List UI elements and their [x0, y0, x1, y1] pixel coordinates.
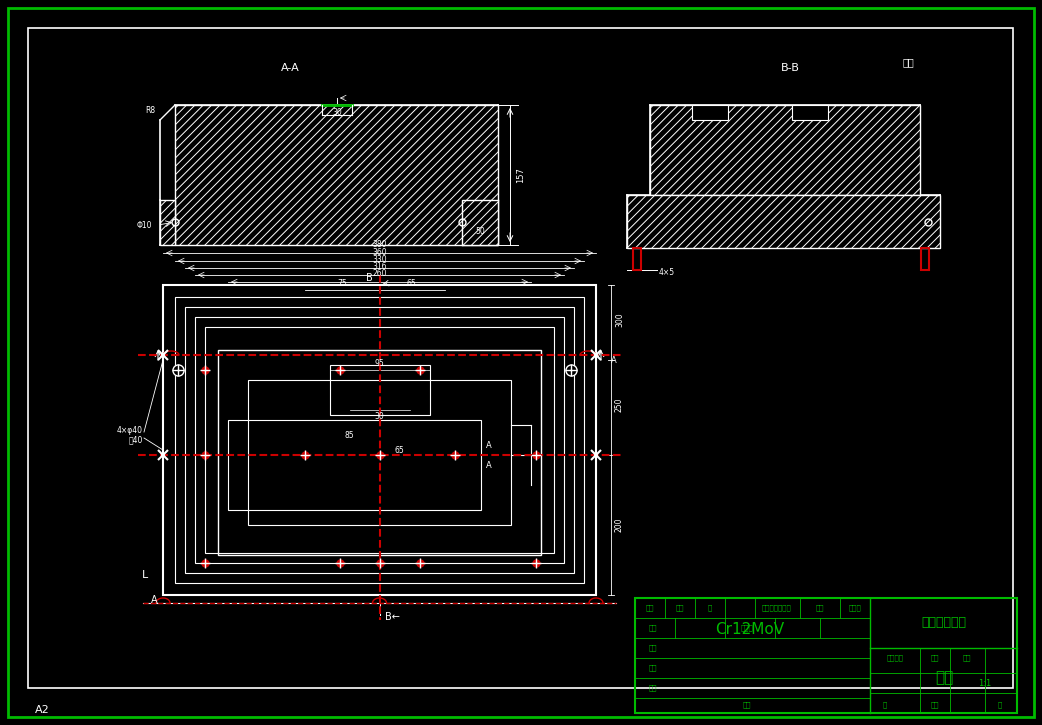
Text: 250: 250 [615, 398, 624, 413]
Text: 深40: 深40 [128, 436, 143, 444]
Text: 4×φ40: 4×φ40 [117, 426, 143, 434]
Bar [163, 285, 596, 595]
Text: 65: 65 [395, 445, 404, 455]
Text: B: B [366, 273, 373, 283]
Text: 75: 75 [338, 279, 347, 288]
Text: 阶段标记: 阶段标记 [887, 655, 903, 661]
Text: 标准化: 标准化 [741, 625, 753, 631]
Text: 4×5: 4×5 [659, 268, 675, 276]
Text: 157: 157 [516, 167, 525, 183]
Text: 设计: 设计 [649, 625, 658, 631]
Text: A: A [486, 441, 492, 450]
Text: 西安工业大学: 西安工业大学 [921, 616, 967, 629]
Text: 330: 330 [372, 255, 387, 264]
Bar [692, 105, 728, 120]
Bar [160, 200, 175, 245]
Bar [175, 105, 498, 245]
Text: 1:1: 1:1 [978, 679, 992, 687]
Bar [228, 420, 481, 510]
Text: 粗糙: 粗糙 [902, 57, 914, 67]
Bar [185, 307, 574, 573]
Text: 95: 95 [375, 359, 384, 368]
Text: 50: 50 [475, 227, 485, 236]
Bar [632, 248, 641, 270]
Text: 316: 316 [372, 262, 387, 271]
Bar [195, 317, 564, 563]
Text: 360: 360 [372, 248, 387, 257]
Text: Φ10: Φ10 [137, 220, 152, 230]
Bar [329, 365, 429, 415]
Text: A: A [611, 355, 617, 365]
Bar [218, 350, 541, 555]
Text: A2: A2 [35, 705, 50, 715]
Text: 共: 共 [883, 702, 887, 708]
Bar [462, 200, 498, 245]
Text: A: A [151, 595, 157, 605]
Text: 分: 分 [708, 605, 712, 611]
Text: B←: B← [384, 612, 399, 622]
Bar [792, 105, 828, 120]
Text: 比例: 比例 [963, 655, 971, 661]
Bar [205, 327, 554, 553]
Text: 30: 30 [332, 107, 342, 117]
Text: 200: 200 [615, 518, 624, 532]
Text: A-A: A-A [280, 63, 299, 73]
Text: 260: 260 [372, 269, 387, 278]
Bar [650, 105, 920, 195]
Text: 审核: 审核 [649, 645, 658, 651]
Text: 处理: 处理 [743, 702, 751, 708]
Text: 85: 85 [345, 431, 354, 439]
Text: 380: 380 [372, 240, 387, 249]
Text: R8: R8 [145, 106, 155, 115]
Text: A: A [486, 460, 492, 470]
Text: L: L [142, 570, 148, 580]
Text: 批准: 批准 [649, 665, 658, 671]
Text: B-B: B-B [780, 63, 799, 73]
Text: 数量: 数量 [676, 605, 685, 611]
Bar [635, 598, 1017, 713]
Text: 图样代号和标题: 图样代号和标题 [762, 605, 792, 611]
Text: 型芯: 型芯 [935, 671, 953, 686]
Bar [248, 380, 511, 525]
Text: 年月日: 年月日 [848, 605, 862, 611]
Text: 重量: 重量 [931, 655, 939, 661]
Text: 30: 30 [375, 412, 384, 421]
Text: 65: 65 [406, 279, 417, 288]
Text: Cr12MoV: Cr12MoV [716, 623, 785, 637]
Text: 页: 页 [998, 702, 1002, 708]
Text: 标记: 标记 [646, 605, 654, 611]
Text: 工艺: 工艺 [649, 684, 658, 692]
Text: 签名: 签名 [816, 605, 824, 611]
Text: 300: 300 [615, 312, 624, 327]
Bar [627, 195, 940, 248]
Bar [175, 297, 584, 583]
Bar [921, 248, 929, 270]
Text: 页第: 页第 [931, 702, 939, 708]
